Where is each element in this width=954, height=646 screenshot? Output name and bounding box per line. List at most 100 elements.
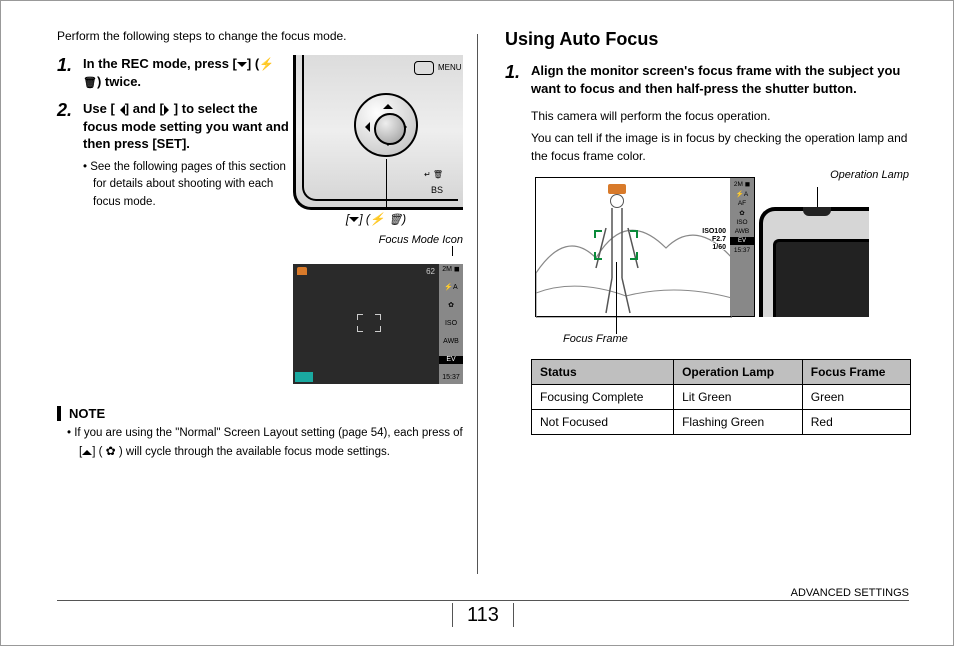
left-top-row: 1. In the REC mode, press [] (⚡ 🗑) twice… (57, 55, 463, 384)
th-lamp: Operation Lamp (674, 360, 803, 385)
step-num: 2. (57, 100, 83, 210)
cell: Focusing Complete (532, 385, 674, 410)
lcd-preview-1: 62 2M ◼ ⚡A ✿ ISO AWB EV 15:37 (293, 264, 463, 384)
dpad-right-icon (402, 122, 412, 132)
sb: 2M ◼ (439, 266, 463, 274)
bs-label: BS (431, 185, 443, 195)
monitor-sidebar: 2M ◼ ⚡A AF ✿ ISO AWB EV 15:37 (730, 178, 754, 316)
t: In the REC mode, press [ (83, 56, 237, 71)
table-row: Focusing Complete Lit Green Green (532, 385, 911, 410)
down-icon (237, 62, 247, 72)
sb: ⚡A (730, 190, 754, 198)
pointer-line (386, 159, 387, 209)
column-divider (477, 34, 478, 574)
page-number: 113 (452, 603, 514, 627)
shutter: 1/60 (702, 244, 726, 252)
right-figure: Operation Lamp ISO100 F2.7 1/60 (535, 177, 909, 317)
t: ] ( (247, 56, 259, 71)
sb: 15:37 (730, 247, 754, 254)
camera-icon (608, 184, 626, 194)
camera-illustration: MENU ↵ 🗑 BS (293, 55, 463, 210)
sb: 2M ◼ (730, 180, 754, 188)
t: ) will cycle through the available focus… (116, 446, 390, 458)
right-column: Using Auto Focus 1. Align the monitor sc… (483, 29, 909, 581)
sb: EV (439, 356, 463, 364)
sb: AF (730, 200, 754, 207)
note-block: NOTE If you are using the "Normal" Scree… (57, 406, 463, 462)
menu-button-shape (414, 61, 434, 75)
right-icon (164, 105, 174, 115)
t: ] ( (92, 446, 105, 458)
footer: ADVANCED SETTINGS 113 (57, 600, 909, 627)
bs-icons: ↵ 🗑 (424, 171, 443, 179)
status-table: Status Operation Lamp Focus Frame Focusi… (531, 359, 911, 435)
note-body: If you are using the "Normal" Screen Lay… (57, 425, 463, 462)
sb: AWB (730, 228, 754, 235)
dpad-up-icon (383, 99, 393, 109)
section-label: ADVANCED SETTINGS (791, 587, 909, 599)
aperture: F2.7 (702, 236, 726, 244)
t: ) twice. (97, 74, 141, 89)
teal-indicator (295, 372, 313, 382)
note-label: NOTE (57, 406, 463, 421)
camera-illustration-wrap: MENU ↵ 🗑 BS [] (⚡ 🗑) Focus Mode Icon (289, 55, 463, 384)
step-2-sub: See the following pages of this section … (83, 159, 289, 211)
right-step-1: 1. Align the monitor screen's focus fram… (505, 62, 909, 97)
flash-icon: ⚡ (370, 212, 385, 226)
down-icon-row: [] (⚡ 🗑) (289, 212, 463, 226)
caption-pointer (289, 246, 453, 256)
sb: ISO (439, 320, 463, 328)
t: ] ( (359, 212, 370, 226)
sb: ✿ (730, 209, 754, 217)
heading-auto-focus: Using Auto Focus (505, 29, 909, 50)
exposure-readout: ISO100 F2.7 1/60 (702, 228, 726, 252)
menu-label: MENU (438, 63, 462, 72)
left-column: Perform the following steps to change th… (57, 29, 483, 581)
t: ) (402, 212, 406, 226)
right-step-1-body: Align the monitor screen's focus frame w… (531, 62, 909, 97)
step-num: 1. (505, 62, 531, 97)
lcd1-sidebar: 2M ◼ ⚡A ✿ ISO AWB EV 15:37 (439, 264, 463, 384)
dpad-down-icon (383, 141, 393, 151)
sb: 15:37 (439, 374, 463, 382)
up-icon (82, 445, 92, 455)
cell: Red (802, 410, 910, 435)
left-steps: 1. In the REC mode, press [] (⚡ 🗑) twice… (57, 55, 289, 384)
trash-icon: 🗑 (83, 76, 97, 91)
monitor-preview: ISO100 F2.7 1/60 2M ◼ ⚡A AF ✿ ISO AWB EV… (535, 177, 755, 317)
focus-bracket (357, 314, 381, 332)
sb: ✿ (439, 302, 463, 310)
focus-frame-label: Focus Frame (563, 333, 909, 345)
th-frame: Focus Frame (802, 360, 910, 385)
cell: Green (802, 385, 910, 410)
cell: Flashing Green (674, 410, 803, 435)
intro-text: Perform the following steps to change th… (57, 29, 463, 43)
operation-lamp-label: Operation Lamp (830, 169, 909, 181)
lamp-pointer (817, 187, 818, 209)
sb: EV (730, 237, 754, 245)
flash-icon: ⚡ (259, 56, 274, 72)
step-2: 2. Use [] and [] to select the focus mod… (57, 100, 289, 210)
person-head (610, 194, 624, 208)
down-icon (349, 217, 359, 227)
sb: AWB (439, 338, 463, 346)
table-row: Not Focused Flashing Green Red (532, 410, 911, 435)
step-1: 1. In the REC mode, press [] (⚡ 🗑) twice… (57, 55, 289, 90)
operation-lamp (803, 207, 831, 216)
dpad (354, 93, 418, 157)
table-header-row: Status Operation Lamp Focus Frame (532, 360, 911, 385)
t: Use [ (83, 101, 115, 116)
camera-corner (759, 207, 869, 317)
left-icon (115, 105, 125, 115)
t: ] and [ (125, 101, 164, 116)
th-status: Status (532, 360, 674, 385)
screen-edge (773, 239, 869, 317)
dpad-left-icon (360, 122, 370, 132)
focus-frame-bracket (594, 230, 638, 260)
iso: ISO100 (702, 228, 726, 236)
desc-1: This camera will perform the focus opera… (531, 107, 909, 125)
step-2-body: Use [] and [] to select the focus mode s… (83, 100, 289, 210)
ff-pointer (616, 262, 617, 334)
cell: Lit Green (674, 385, 803, 410)
camera-icon (297, 267, 307, 275)
